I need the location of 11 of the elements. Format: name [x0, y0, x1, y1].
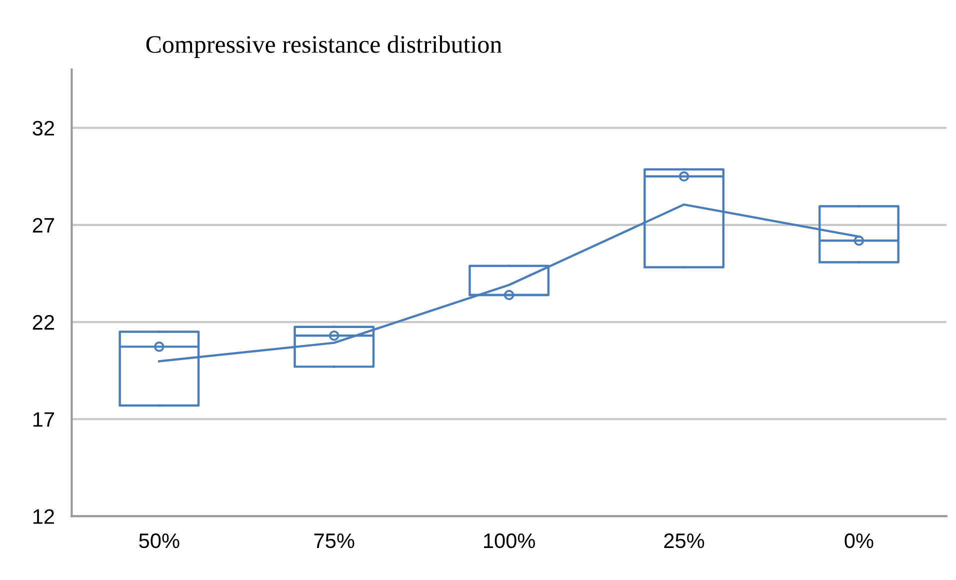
x-tick-label: 100%	[484, 533, 535, 548]
y-tick-label: 22	[32, 315, 54, 330]
x-tick-label: 75%	[314, 534, 354, 548]
x-tick-label: 0%	[844, 533, 874, 548]
x-tick-label: 25%	[664, 533, 704, 548]
y-tick-label: 12	[33, 509, 54, 524]
y-tick-label: 32	[32, 120, 54, 136]
x-tick-label: 50%	[139, 533, 180, 548]
y-tick-label: 17	[33, 412, 54, 427]
chart-title: Compressive resistance distribution	[146, 35, 502, 58]
y-tick-label: 27	[32, 218, 54, 232]
